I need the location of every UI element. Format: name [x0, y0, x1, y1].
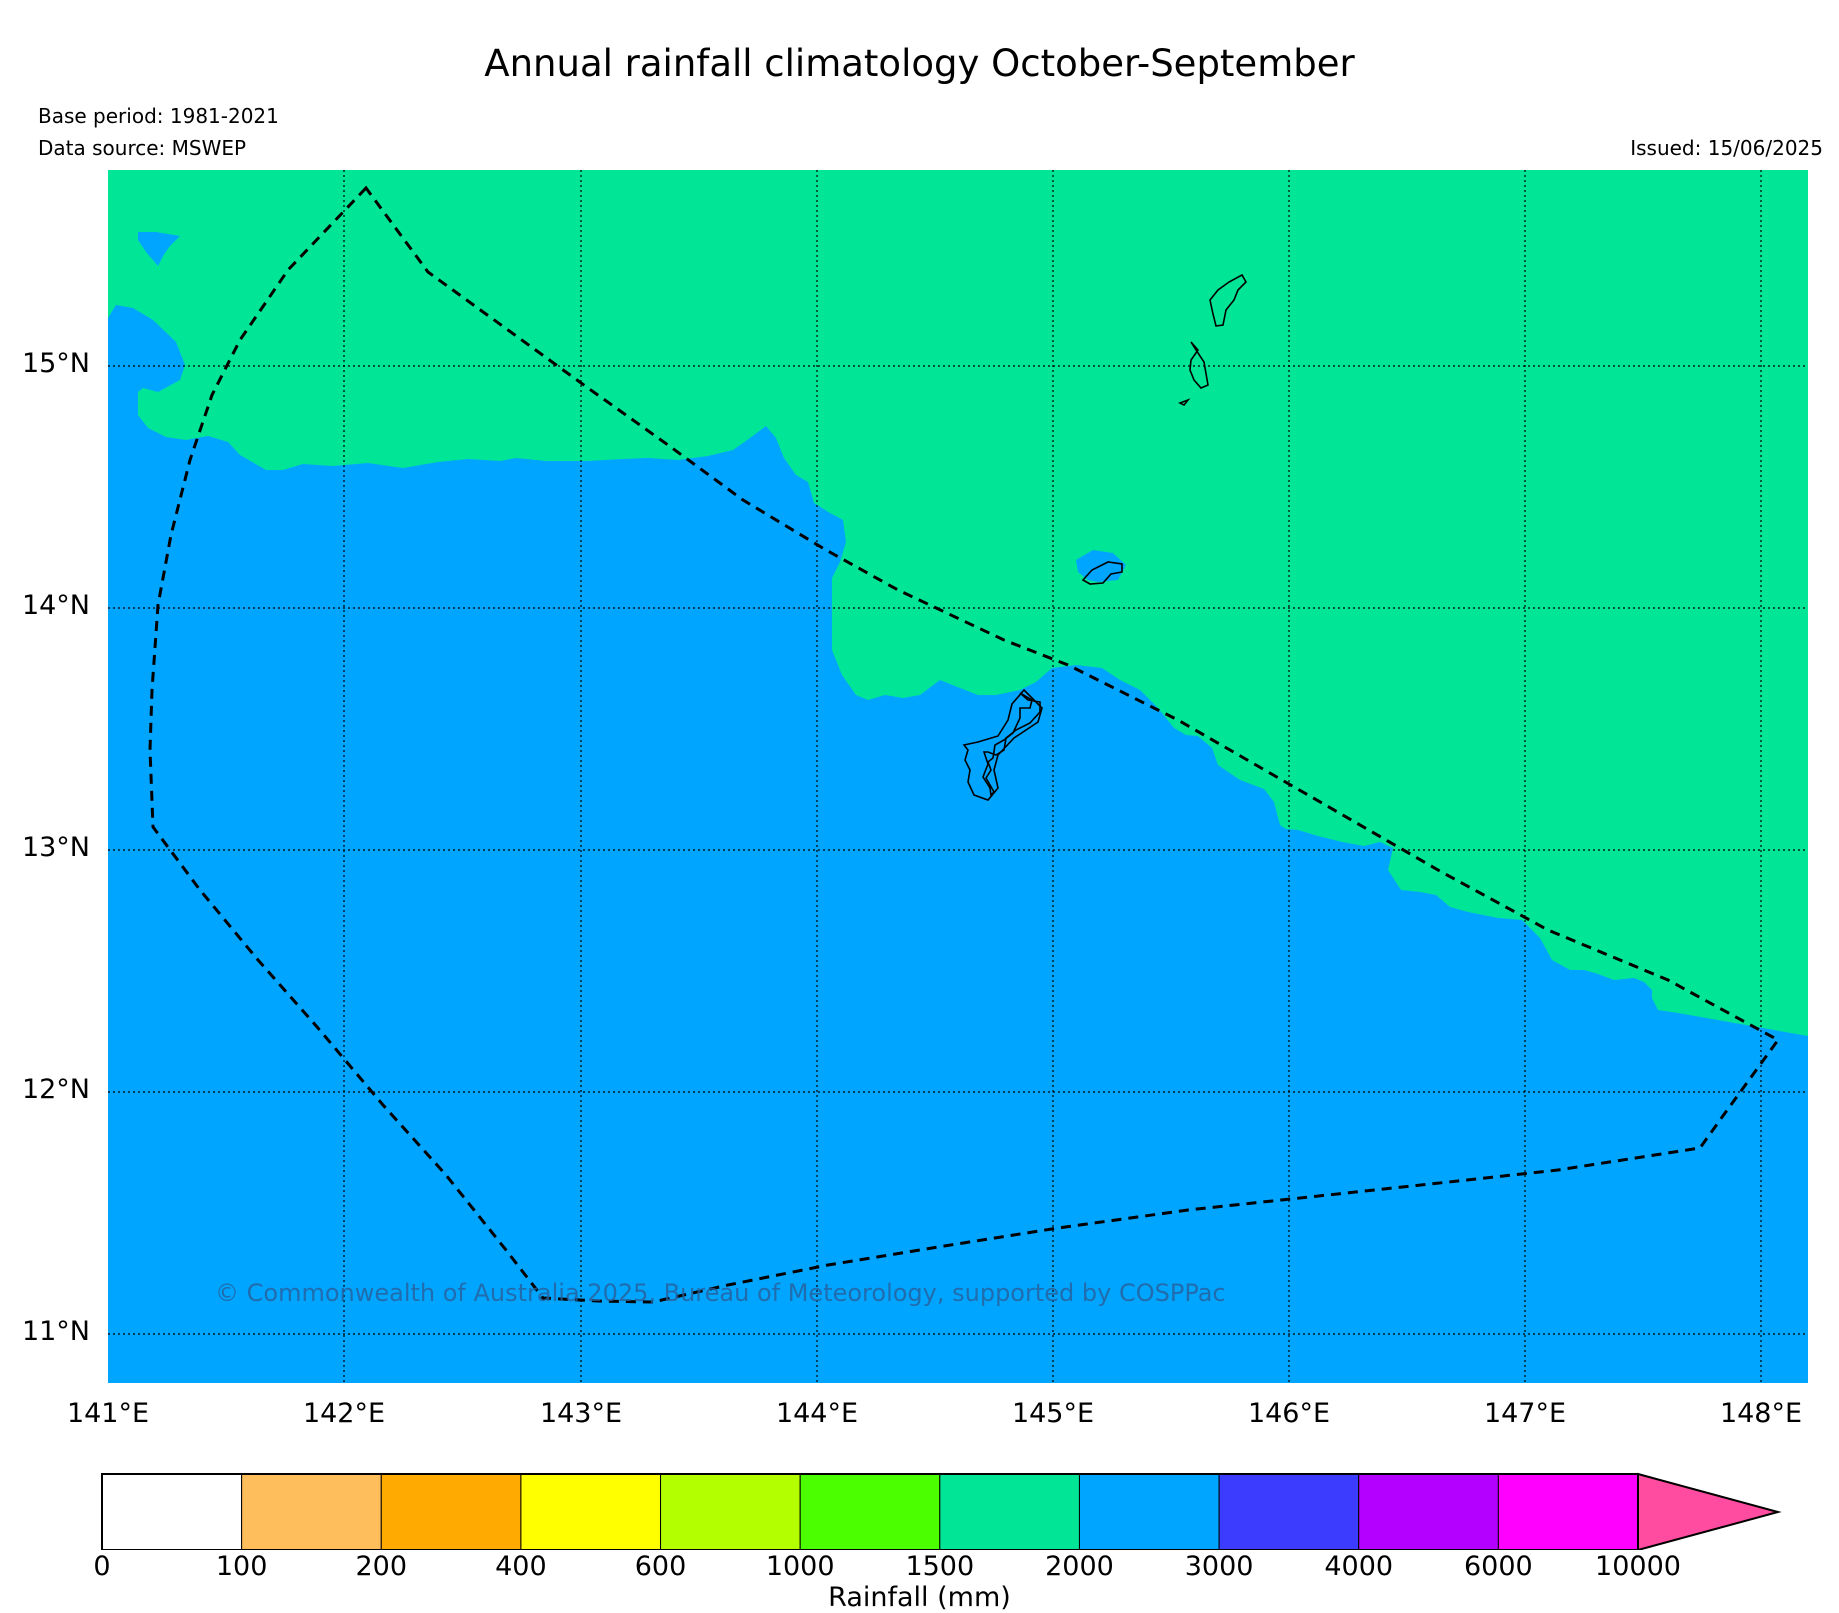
lat-label-14n: 14°N	[21, 590, 90, 621]
colorbar-frame	[101, 1473, 1639, 1550]
colorbar-tick-1500: 1500	[905, 1551, 975, 1582]
rainfall-map	[108, 170, 1808, 1383]
colorbar-tick-2000: 2000	[1045, 1551, 1114, 1582]
saipan-island	[1209, 273, 1247, 327]
guam-island	[982, 692, 1041, 797]
colorbar-tick-600: 600	[634, 1551, 687, 1582]
lon-label-146e: 146°E	[1247, 1398, 1331, 1429]
colorbar-tick-10000: 10000	[1595, 1551, 1681, 1582]
colorbar-tick-0: 0	[93, 1551, 111, 1582]
lon-label-145e: 145°E	[1011, 1398, 1095, 1429]
region-2000-3000-patch-west	[138, 232, 180, 266]
colorbar-tick-1000: 1000	[765, 1551, 835, 1582]
lon-label-144e: 144°E	[775, 1398, 859, 1429]
colorbar-segment-8	[1218, 1473, 1360, 1550]
lat-label-12n: 12°N	[21, 1074, 90, 1105]
colorbar-segment-1	[241, 1473, 382, 1550]
colorbar-segment-6	[939, 1473, 1080, 1550]
copyright-credit: © Commonwealth of Australia 2025, Bureau…	[215, 1279, 1226, 1307]
guam-island-outline	[962, 688, 1043, 801]
lon-label-142e: 142°E	[302, 1398, 386, 1429]
colorbar-tick-4000: 4000	[1324, 1551, 1394, 1582]
lat-label-15n: 15°N	[21, 348, 90, 379]
lat-label-13n: 13°N	[21, 832, 90, 863]
lat-label-11n: 11°N	[21, 1316, 90, 1347]
colorbar-extend-arrow	[1637, 1472, 1782, 1550]
region-2000-3000	[108, 305, 1808, 1383]
aguijan-island	[1178, 398, 1191, 407]
colorbar-title: Rainfall (mm)	[828, 1582, 1011, 1613]
colorbar-tick-200: 200	[355, 1551, 408, 1582]
lon-label-148e: 148°E	[1719, 1398, 1803, 1429]
island-coastlines	[962, 273, 1247, 801]
issued-date: Issued: 15/06/2025	[1630, 136, 1823, 160]
colorbar-segment-5	[799, 1473, 941, 1550]
lon-label-143e: 143°E	[539, 1398, 623, 1429]
colorbar-segment-7	[1078, 1473, 1220, 1550]
lon-label-141e: 141°E	[66, 1398, 150, 1429]
colorbar-segment-4	[660, 1473, 801, 1550]
colorbar-segment-9	[1358, 1473, 1499, 1550]
grid-lines	[108, 170, 1808, 1383]
colorbar-tick-3000: 3000	[1184, 1551, 1254, 1582]
colorbar	[101, 1472, 1782, 1550]
colorbar-tick-400: 400	[495, 1551, 547, 1582]
colorbar-segment-0	[101, 1473, 243, 1550]
base-period: Base period: 1981-2021	[38, 104, 279, 128]
colorbar-tick-6000: 6000	[1464, 1551, 1533, 1582]
colorbar-segment-10	[1497, 1473, 1639, 1550]
colorbar-segment-2	[380, 1473, 522, 1550]
rota-island	[1081, 561, 1123, 585]
colorbar-segment-3	[520, 1473, 662, 1550]
eez-boundary	[148, 185, 1781, 1304]
colorbar-tick-100: 100	[215, 1551, 268, 1582]
map-title: Annual rainfall climatology October-Sept…	[484, 42, 1355, 85]
tinian-island	[1189, 341, 1209, 389]
data-source: Data source: MSWEP	[38, 136, 247, 160]
map-canvas	[108, 170, 1808, 1383]
lon-label-147e: 147°E	[1483, 1398, 1567, 1429]
